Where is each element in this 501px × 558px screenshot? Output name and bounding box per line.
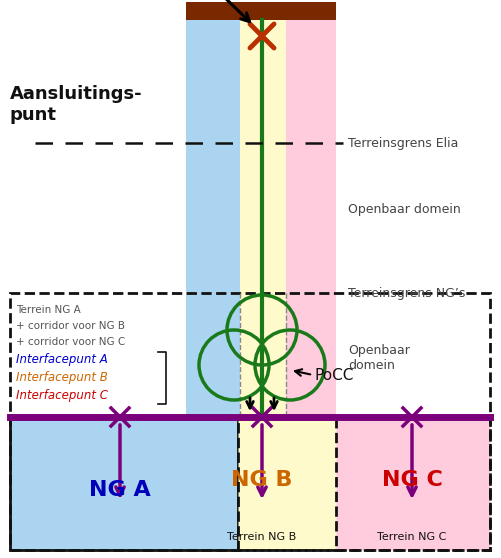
Text: Terrein NG A: Terrein NG A [16,305,81,315]
Text: Terreinsgrens NG’s: Terreinsgrens NG’s [348,286,465,300]
Text: Terreinsgrens Elia: Terreinsgrens Elia [348,137,458,150]
Text: + corridor voor NG C: + corridor voor NG C [16,337,125,347]
Text: Terrein NG B: Terrein NG B [227,532,297,542]
Bar [186,20,242,417]
Bar [336,417,490,550]
Text: Openbaar
domein: Openbaar domein [348,344,410,372]
Text: Openbaar domein: Openbaar domein [348,204,461,217]
Bar [10,417,238,550]
Text: + corridor voor NG B: + corridor voor NG B [16,321,125,331]
Text: NG A: NG A [89,480,151,500]
Bar [278,20,336,417]
Text: Interfacepunt B: Interfacepunt B [16,372,108,384]
Text: PoCC: PoCC [315,368,354,382]
Text: Aansluitings-
punt: Aansluitings- punt [10,85,143,124]
Text: Interfacepunt C: Interfacepunt C [16,389,108,402]
Bar [10,293,490,550]
Text: Interfacepunt A: Interfacepunt A [16,354,108,367]
Bar [186,2,336,20]
Bar [238,417,338,550]
Bar [240,20,286,417]
Text: Terrein NG C: Terrein NG C [377,532,447,542]
Text: NG C: NG C [382,470,442,490]
Text: NG B: NG B [231,470,293,490]
